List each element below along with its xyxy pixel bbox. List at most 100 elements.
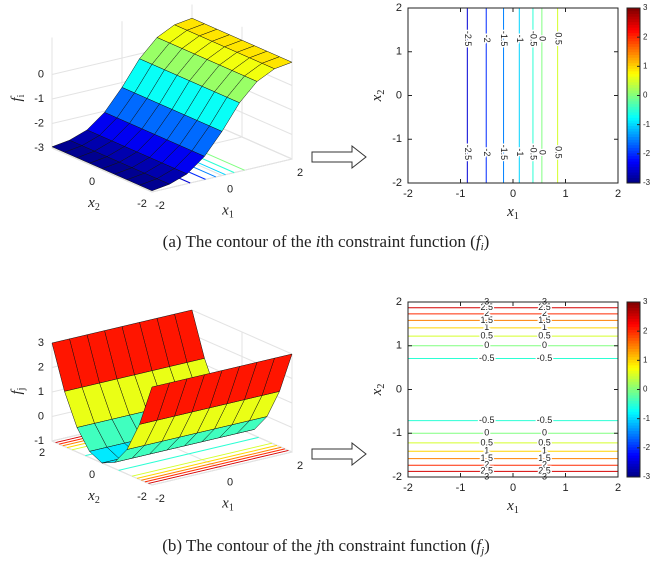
- contour-label: -1: [515, 35, 525, 43]
- axis-label-base: x: [87, 488, 95, 504]
- axis-label-base: x: [506, 204, 514, 220]
- contour-label: 0.5: [480, 437, 493, 447]
- z-tick-label: 0: [38, 68, 44, 80]
- colorbar-cell: [627, 345, 640, 349]
- colorbar-cell: [627, 323, 640, 328]
- colorbar-cell: [627, 95, 640, 99]
- colorbar-cell: [627, 332, 640, 336]
- y-tick-label: 0: [396, 89, 402, 101]
- y-tick-label: 2: [396, 2, 402, 14]
- colorbar-cell: [627, 40, 640, 45]
- colorbar-cell: [627, 375, 640, 380]
- x-tick-label: -1: [456, 482, 466, 494]
- contour-label: 0: [538, 150, 548, 155]
- colorbar-tick-label: 1: [643, 61, 648, 70]
- axis-label-sub: j: [16, 388, 27, 392]
- axis-label-sub: 2: [376, 90, 387, 95]
- colorbar-cell: [627, 169, 640, 173]
- colorbar-tick-label: 2: [643, 326, 648, 335]
- colorbar-cell: [627, 414, 640, 418]
- colorbar-cell: [627, 367, 640, 371]
- contour-label: -0.5: [529, 145, 539, 161]
- colorbar-cell: [627, 161, 640, 165]
- contour-label: -0.5: [537, 415, 553, 425]
- axis-label-base: x: [369, 94, 385, 102]
- z-tick-label: 3: [38, 337, 44, 349]
- colorbar-cell: [627, 408, 640, 412]
- colorbar-cell: [627, 312, 640, 317]
- colorbar-cell: [627, 90, 640, 94]
- colorbar-cell: [627, 433, 640, 437]
- colorbar-cell: [627, 125, 640, 129]
- x-tick-label: 2: [615, 188, 621, 200]
- colorbar-cell: [627, 381, 640, 385]
- z-tick-label: 2: [38, 361, 44, 373]
- colorbar-cell: [627, 100, 640, 105]
- colorbar-cell: [627, 460, 640, 464]
- axis-label-sub: 1: [514, 211, 519, 222]
- axis-label: x1: [221, 496, 234, 514]
- y-tick-label: -1: [392, 427, 402, 439]
- colorbar-cell: [627, 444, 640, 448]
- colorbar-cell: [627, 139, 640, 143]
- contour-label: 2.5: [538, 466, 551, 476]
- colorbar-cell: [627, 351, 640, 355]
- colorbar-cell: [627, 65, 640, 69]
- colorbar-cell: [627, 427, 640, 432]
- colorbar-tick-label: -3: [643, 178, 651, 187]
- axis-label-sub: 2: [95, 202, 100, 213]
- contour-label: -0.5: [479, 415, 495, 425]
- contour-label: 2.5: [480, 302, 493, 312]
- contour-label: 3: [542, 296, 547, 306]
- plot-area: [408, 302, 618, 477]
- contour-label: 1.5: [480, 315, 493, 325]
- contour-label: 0: [542, 340, 547, 350]
- axis-label-sub: i: [16, 94, 27, 97]
- arrow: [311, 144, 367, 170]
- contour-label: -0.5: [529, 31, 539, 47]
- colorbar-cell: [627, 392, 640, 396]
- colorbar-cell: [627, 463, 640, 467]
- axis-label-base: x: [506, 498, 514, 514]
- contour-label: 0: [542, 428, 547, 438]
- contour-label: 0: [484, 340, 489, 350]
- colorbar-cell: [627, 466, 640, 470]
- contour-label: 2: [542, 308, 547, 318]
- contour-label: 0.5: [553, 146, 563, 159]
- colorbar-cell: [627, 49, 640, 53]
- contour-label: 1: [484, 446, 489, 456]
- axis-label: fj: [9, 388, 27, 395]
- contour-label: 2: [484, 308, 489, 318]
- caption-text: th constraint function (: [321, 232, 477, 251]
- axis-label-base: x: [87, 195, 95, 211]
- colorbar-tick-label: 1: [643, 355, 648, 364]
- contour-label: -1.5: [499, 31, 509, 47]
- colorbar-cell: [627, 340, 640, 344]
- colorbar-cell: [627, 384, 640, 388]
- colorbar-cell: [627, 302, 640, 306]
- surface-patch: [138, 178, 171, 192]
- colorbar-cell: [627, 373, 640, 377]
- colorbar-tick-label: -1: [643, 414, 651, 423]
- x-tick-label: -1: [456, 188, 466, 200]
- colorbar-cell: [627, 455, 640, 459]
- x-tick-label: 2: [297, 167, 303, 179]
- colorbar-tick-label: 3: [643, 3, 648, 12]
- axis-label: x2: [369, 384, 387, 397]
- colorbar-cell: [627, 8, 640, 12]
- colorbar-cell: [627, 364, 640, 369]
- colorbar-tick-label: -1: [643, 120, 651, 129]
- y-tick-label: -2: [137, 491, 147, 503]
- colorbar-cell: [627, 416, 640, 421]
- axis-label-sub: 1: [229, 210, 234, 221]
- colorbar-cell: [627, 144, 640, 148]
- axis-label-base: x: [221, 203, 229, 219]
- colorbar-cell: [627, 329, 640, 333]
- colorbar-cell: [627, 155, 640, 159]
- axis-label: x2: [87, 195, 100, 213]
- surface-patch: [139, 382, 170, 425]
- colorbar-cell: [627, 163, 640, 168]
- axis-label-sub: 2: [376, 384, 387, 389]
- colorbar-cell: [627, 304, 640, 308]
